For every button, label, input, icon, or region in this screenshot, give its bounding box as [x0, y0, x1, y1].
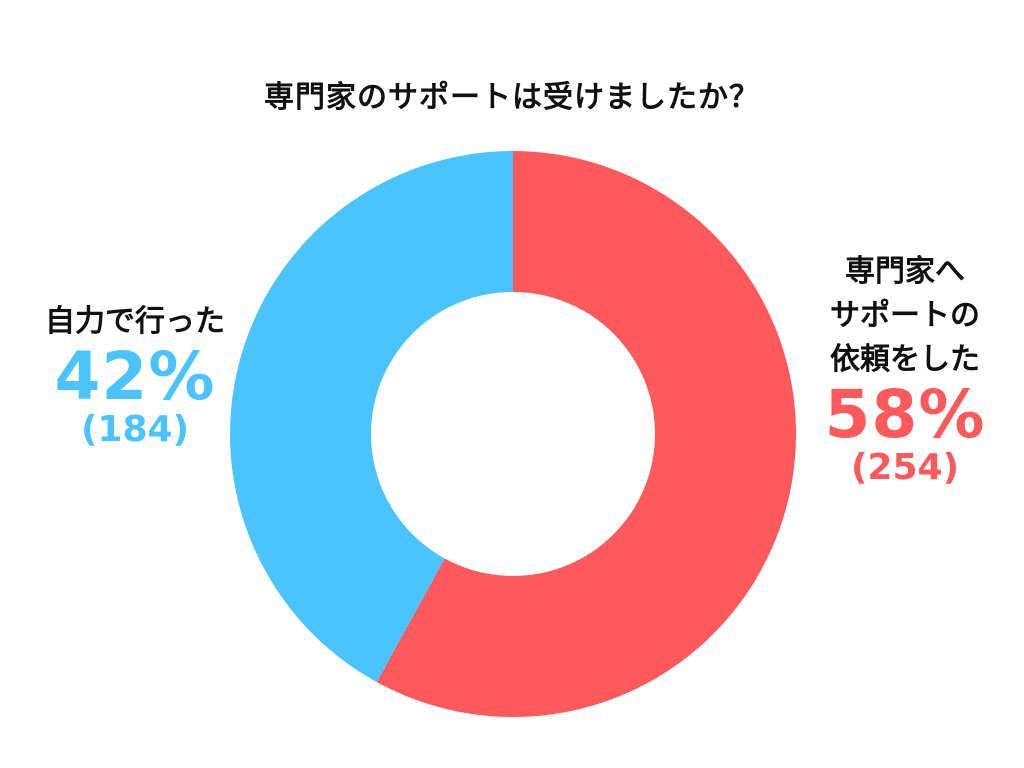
donut-slice-1 — [229, 151, 513, 683]
donut-slice-0 — [376, 151, 796, 717]
count-label-self: (184) — [80, 409, 190, 450]
percent-label-expert: 58% — [824, 376, 986, 453]
series-label-expert: 専門家へ サポートの 依頼をした 58% (254) — [786, 250, 1024, 488]
chart-title: 専門家のサポートは受けましたか？ — [264, 80, 760, 115]
series-name-self: 自力で行った — [45, 304, 225, 339]
percent-label-self: 42% — [54, 338, 216, 415]
series-label-self: 自力で行った 42% (184) — [10, 300, 260, 450]
series-name-expert: 専門家へ サポートの 依頼をした — [830, 254, 980, 377]
count-label-expert: (254) — [850, 447, 960, 488]
